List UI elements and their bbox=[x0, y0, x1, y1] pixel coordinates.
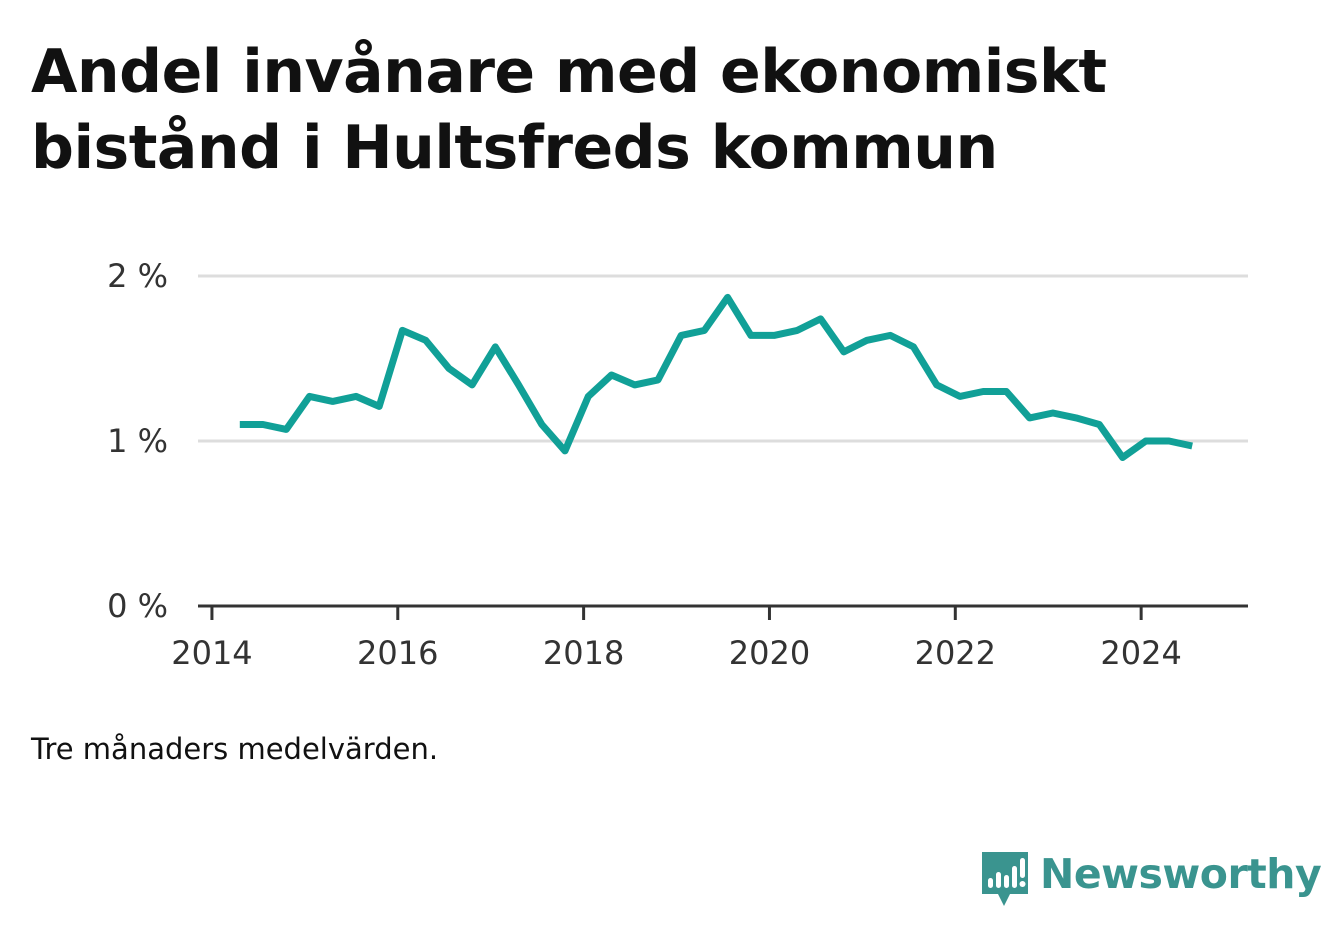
data-point bbox=[492, 343, 499, 350]
data-point bbox=[933, 381, 940, 388]
x-tick-label: 2022 bbox=[915, 634, 996, 672]
data-point bbox=[747, 332, 754, 339]
data-point bbox=[1073, 414, 1080, 421]
data-point bbox=[236, 421, 243, 428]
brand-name: Newsworthy bbox=[1040, 850, 1322, 898]
x-axis-ticks: 2014 2016 2018 2020 2022 2024 bbox=[171, 606, 1182, 672]
gridlines bbox=[198, 274, 1248, 443]
data-point bbox=[353, 393, 360, 400]
data-point bbox=[1142, 438, 1149, 445]
data-point bbox=[655, 376, 662, 383]
y-tick-label: 2 % bbox=[107, 257, 168, 295]
footnote: Tre månaders medelvärden. bbox=[31, 732, 439, 766]
data-point bbox=[1003, 388, 1010, 395]
chart-title: Andel invånare med ekonomiskt bistånd i … bbox=[31, 37, 1107, 183]
data-point bbox=[1096, 421, 1103, 428]
data-point bbox=[306, 393, 313, 400]
x-tick-label: 2018 bbox=[543, 634, 624, 672]
data-point bbox=[701, 327, 708, 334]
data-point bbox=[678, 332, 685, 339]
bar-chart-speech-bubble-icon bbox=[982, 852, 1028, 906]
data-point bbox=[469, 381, 476, 388]
data-point bbox=[422, 337, 429, 344]
x-tick-label: 2014 bbox=[171, 634, 252, 672]
data-point bbox=[956, 393, 963, 400]
data-point bbox=[794, 327, 801, 334]
line-chart: 0 % 1 % 2 % 2014 2016 2018 2020 2022 2024 bbox=[107, 257, 1248, 672]
data-point bbox=[910, 343, 917, 350]
x-tick-label: 2020 bbox=[729, 634, 810, 672]
data-point bbox=[980, 388, 987, 395]
data-point bbox=[562, 447, 569, 454]
data-point bbox=[376, 403, 383, 410]
series-line bbox=[239, 293, 1193, 461]
data-point bbox=[283, 426, 290, 433]
data-point bbox=[1189, 443, 1196, 450]
data-point bbox=[585, 393, 592, 400]
x-tick-label: 2024 bbox=[1100, 634, 1181, 672]
x-tick-label: 2016 bbox=[357, 634, 438, 672]
y-tick-label: 1 % bbox=[107, 422, 168, 460]
data-point bbox=[1166, 438, 1173, 445]
data-point bbox=[445, 365, 452, 372]
data-point bbox=[399, 327, 406, 334]
data-point bbox=[329, 398, 336, 405]
data-point bbox=[515, 381, 522, 388]
newsworthy-logo: Newsworthy bbox=[980, 848, 1322, 910]
data-point bbox=[1049, 410, 1056, 417]
data-point bbox=[817, 315, 824, 322]
data-point bbox=[1026, 414, 1033, 421]
data-point bbox=[260, 421, 267, 428]
y-tick-label: 0 % bbox=[107, 587, 168, 625]
data-point bbox=[840, 348, 847, 355]
data-point bbox=[771, 332, 778, 339]
data-point bbox=[631, 381, 638, 388]
data-point bbox=[724, 294, 731, 301]
data-point bbox=[608, 372, 615, 379]
data-point bbox=[538, 421, 545, 428]
y-axis-ticks: 0 % 1 % 2 % bbox=[107, 257, 168, 625]
series-layer bbox=[236, 293, 1196, 461]
data-point bbox=[864, 337, 871, 344]
data-point bbox=[887, 332, 894, 339]
data-point bbox=[1119, 454, 1126, 461]
